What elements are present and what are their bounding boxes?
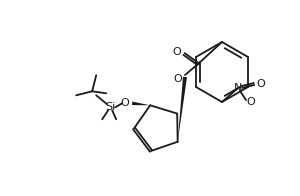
Polygon shape — [132, 102, 150, 105]
Text: O: O — [172, 47, 182, 57]
Text: O: O — [174, 74, 182, 84]
Text: O: O — [247, 97, 255, 107]
Text: O: O — [256, 79, 266, 89]
Text: N: N — [234, 83, 242, 93]
Text: Si: Si — [105, 102, 115, 112]
Polygon shape — [178, 77, 187, 142]
Text: O: O — [121, 98, 130, 108]
